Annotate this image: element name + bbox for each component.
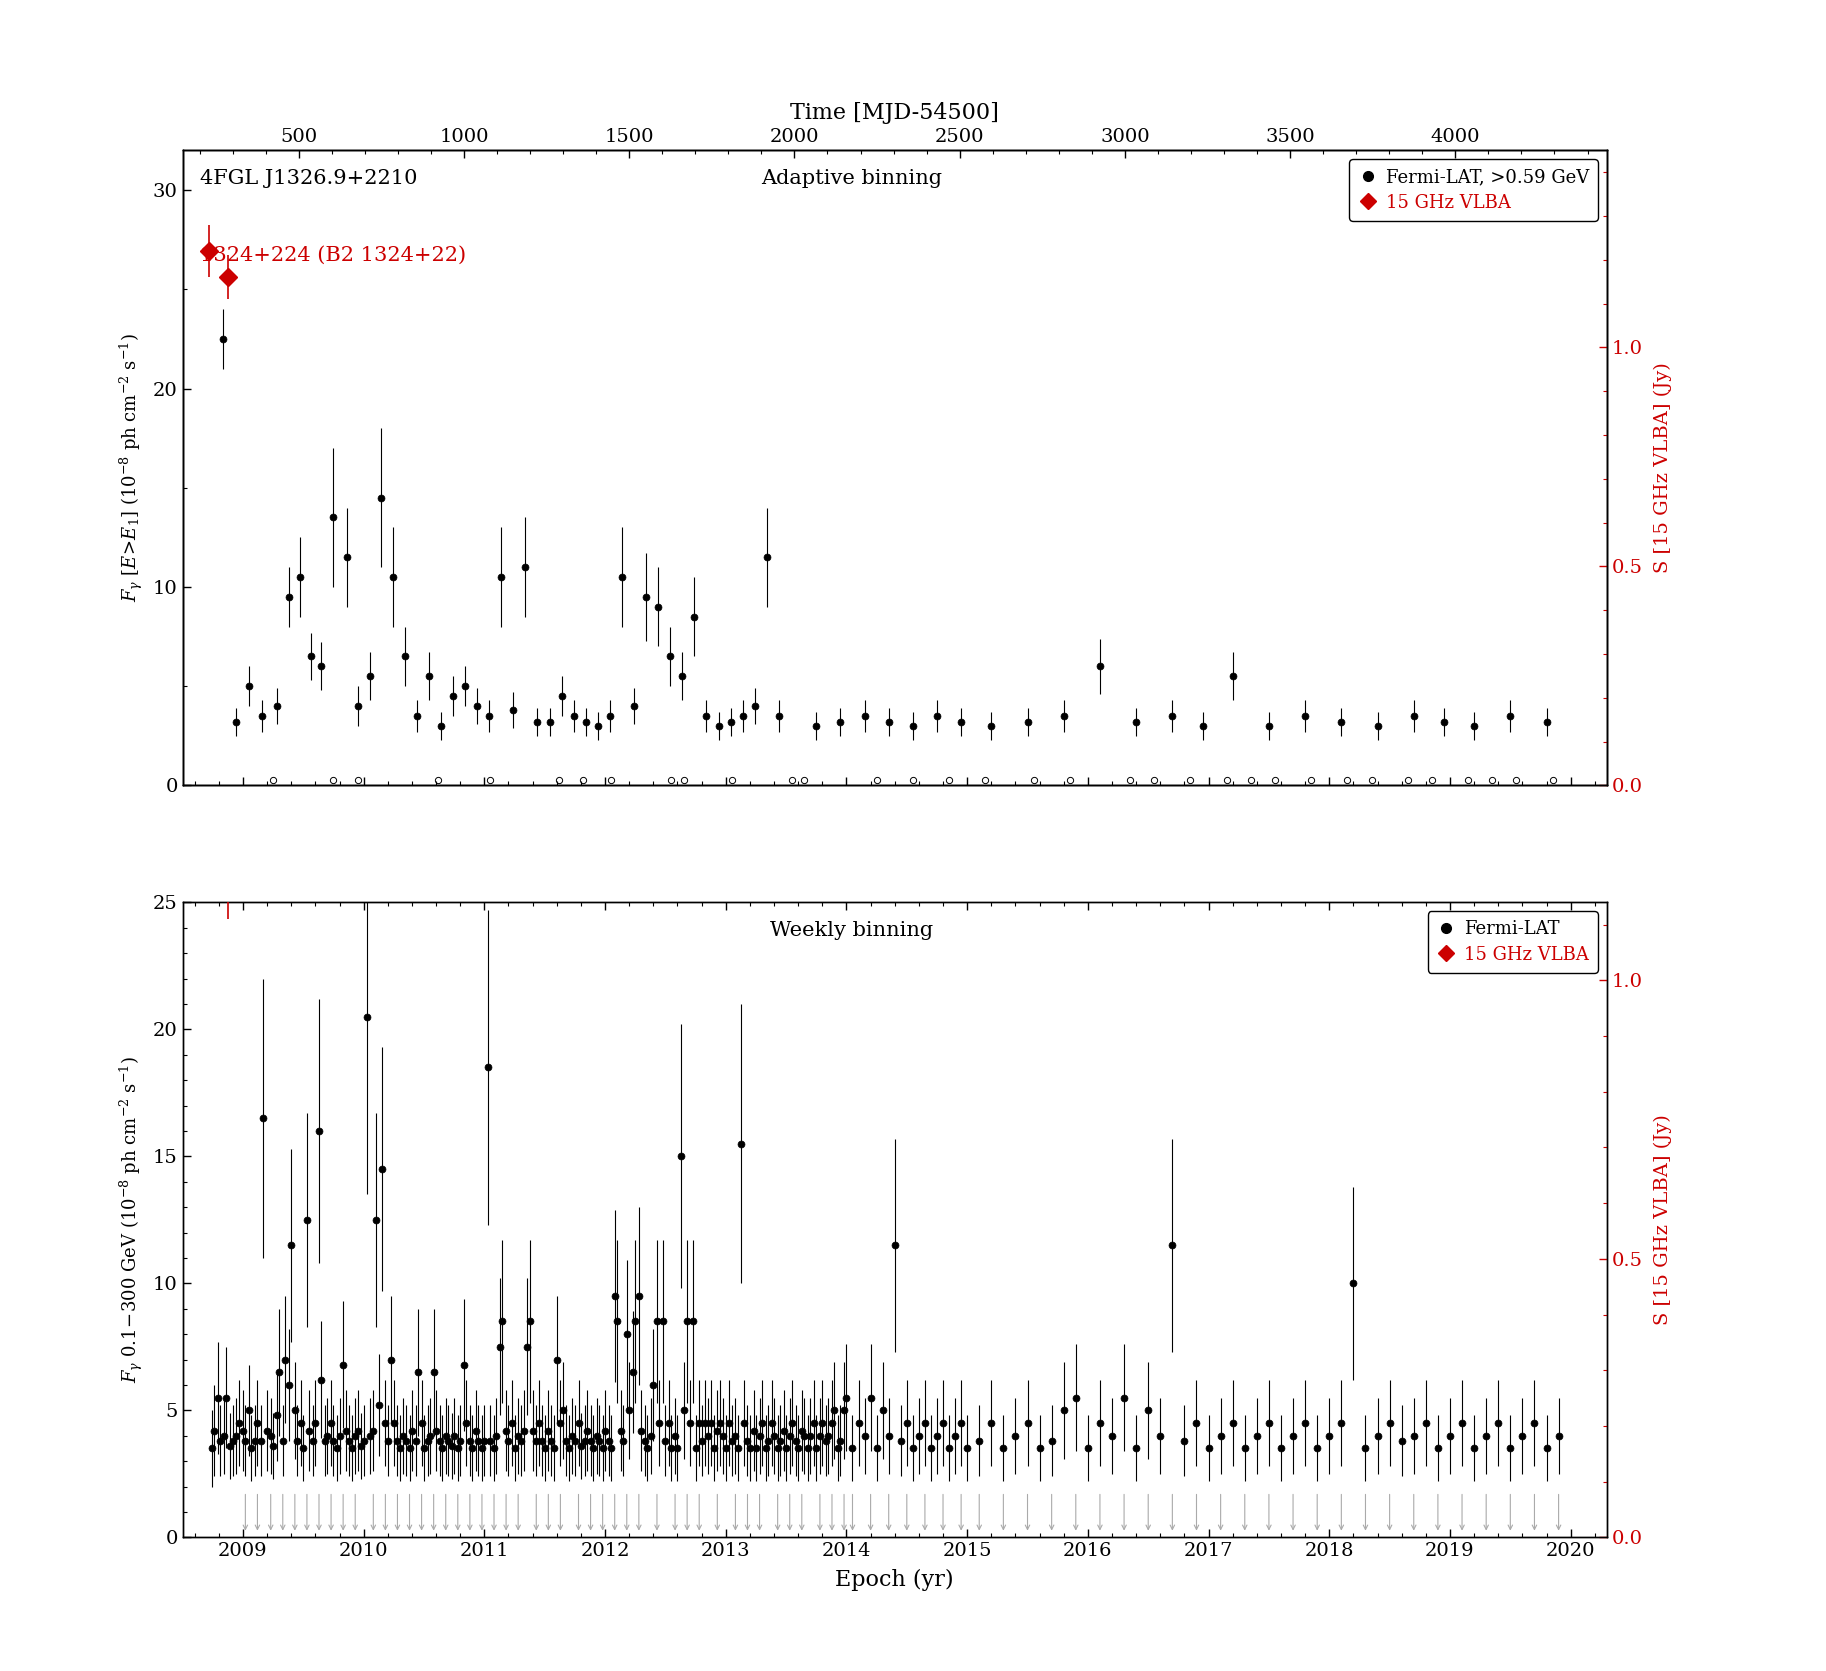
- X-axis label: Epoch (yr): Epoch (yr): [836, 1569, 953, 1591]
- Text: Weekly binning: Weekly binning: [771, 921, 933, 941]
- Y-axis label: S [15 GHz VLBA] (Jy): S [15 GHz VLBA] (Jy): [1654, 1115, 1673, 1325]
- X-axis label: Time [MJD-54500]: Time [MJD-54500]: [791, 102, 999, 124]
- Y-axis label: S [15 GHz VLBA] (Jy): S [15 GHz VLBA] (Jy): [1654, 363, 1673, 573]
- Text: Adaptive binning: Adaptive binning: [761, 169, 942, 189]
- Y-axis label: $F_{\gamma}\ 0.1\!-\!300\ \mathrm{GeV}\ (10^{-8}\ \mathrm{ph\ cm^{-2}\ s^{-1}})$: $F_{\gamma}\ 0.1\!-\!300\ \mathrm{GeV}\ …: [117, 1056, 144, 1384]
- Text: 1324+224 (B2 1324+22): 1324+224 (B2 1324+22): [199, 246, 466, 264]
- Y-axis label: $F_{\gamma}\ [E\!>\!E_1]\ (10^{-8}\ \mathrm{ph\ cm^{-2}\ s^{-1}})$: $F_{\gamma}\ [E\!>\!E_1]\ (10^{-8}\ \mat…: [117, 333, 144, 603]
- Legend: Fermi-LAT, >0.59 GeV, 15 GHz VLBA: Fermi-LAT, >0.59 GeV, 15 GHz VLBA: [1349, 159, 1598, 221]
- Text: 4FGL J1326.9+2210: 4FGL J1326.9+2210: [199, 169, 416, 189]
- Legend: Fermi-LAT, 15 GHz VLBA: Fermi-LAT, 15 GHz VLBA: [1428, 911, 1598, 973]
